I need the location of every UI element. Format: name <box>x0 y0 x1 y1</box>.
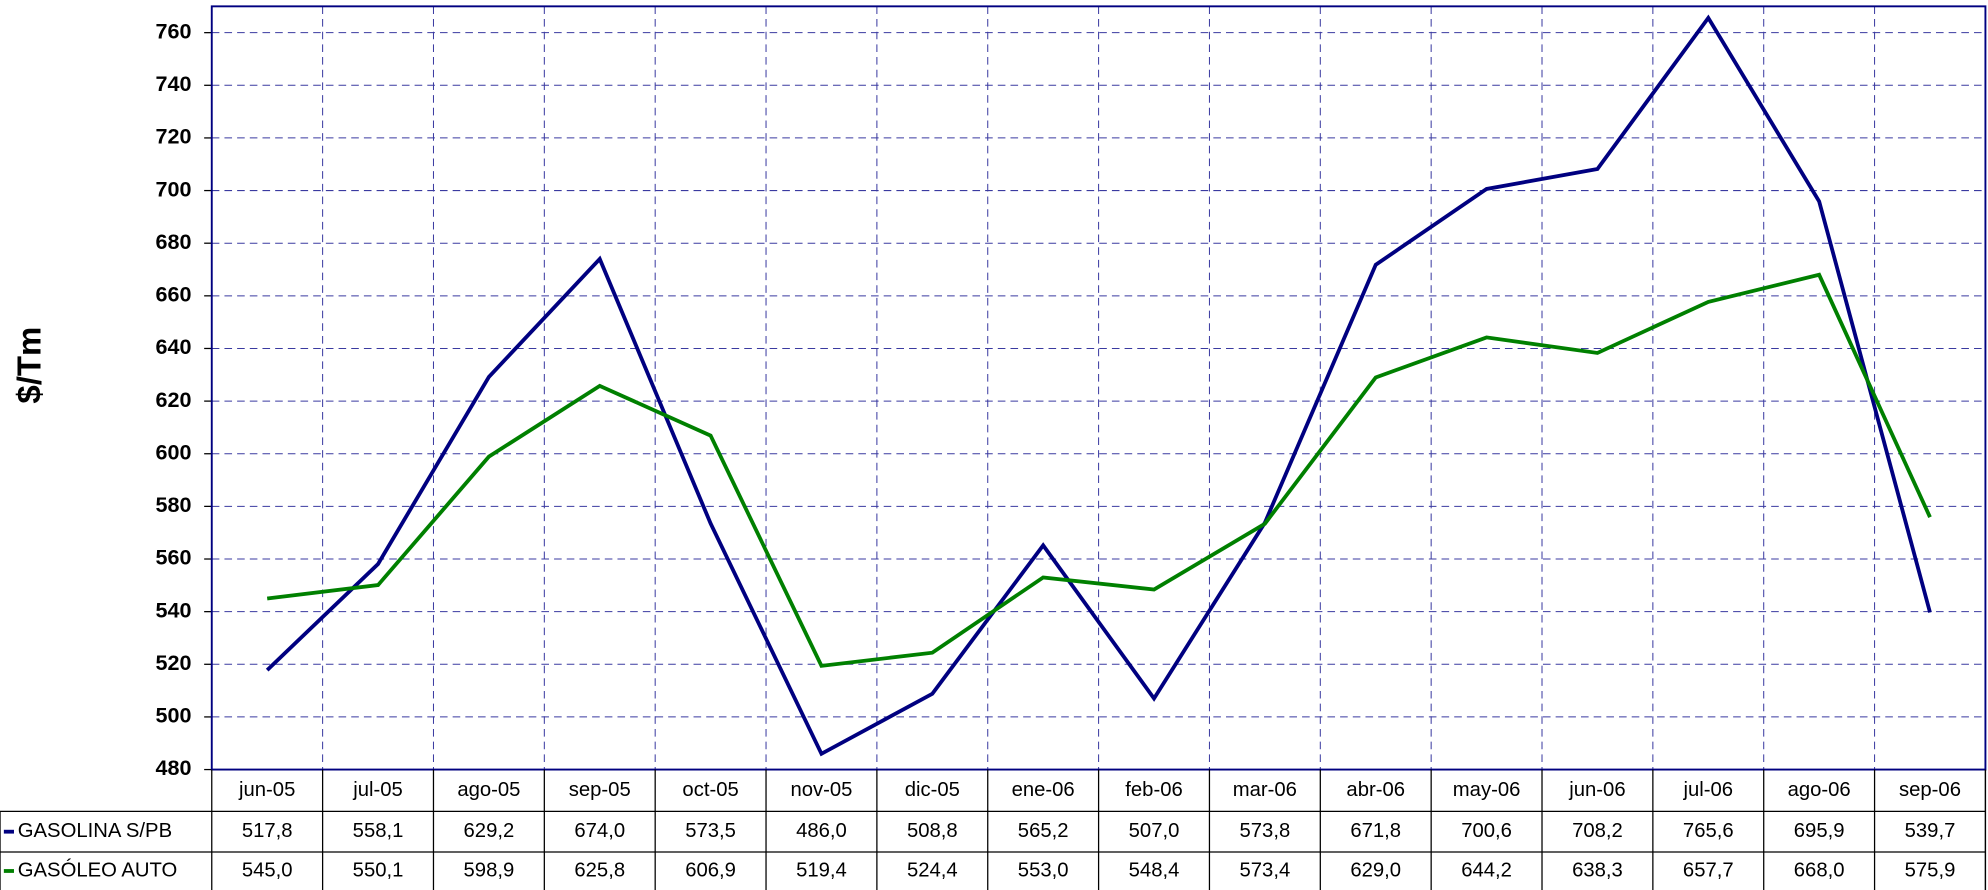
data-table-value: 625,8 <box>574 859 625 881</box>
data-table-value: 545,0 <box>242 859 293 881</box>
y-tick-label: 720 <box>156 124 192 149</box>
data-table-value: 573,4 <box>1240 859 1291 881</box>
y-tick-label: 660 <box>156 282 192 307</box>
data-table-value: 573,5 <box>685 820 736 842</box>
data-table-value: 695,9 <box>1794 820 1845 842</box>
data-table-value: 507,0 <box>1129 820 1180 842</box>
x-tick-label: oct-05 <box>682 779 738 801</box>
y-tick-label: 760 <box>156 18 192 43</box>
data-table-value: 644,2 <box>1461 859 1512 881</box>
y-tick-label: 540 <box>156 597 192 622</box>
data-table-value: 486,0 <box>796 820 847 842</box>
data-table-value: 765,6 <box>1683 820 1734 842</box>
data-table-value: 598,9 <box>464 859 515 881</box>
data-table-value: 565,2 <box>1018 820 1069 842</box>
y-tick-label: 500 <box>156 703 192 728</box>
y-tick-label: 700 <box>156 176 192 201</box>
series-line <box>265 14 1932 757</box>
x-tick-label: sep-05 <box>569 779 631 801</box>
data-table-value: 517,8 <box>242 820 293 842</box>
data-table-value: 539,7 <box>1905 820 1956 842</box>
y-tick-label: 680 <box>156 229 192 254</box>
y-tick-label: 560 <box>156 545 192 570</box>
series-line <box>266 272 1932 668</box>
x-tick-label: may-06 <box>1453 779 1521 801</box>
y-tick-label: 600 <box>156 439 192 464</box>
data-table-value: 548,4 <box>1129 859 1180 881</box>
data-table-value: 519,4 <box>796 859 847 881</box>
data-table-value: 575,9 <box>1905 859 1956 881</box>
y-tick-label: 740 <box>156 71 192 96</box>
data-table-value: 558,1 <box>353 820 404 842</box>
x-tick-label: abr-06 <box>1346 779 1405 801</box>
legend-label: GASÓLEO AUTO <box>18 858 178 881</box>
y-tick-label: 480 <box>156 755 192 780</box>
x-tick-label: ene-06 <box>1012 779 1075 801</box>
y-tick-label: 640 <box>156 334 192 359</box>
data-table-value: 657,7 <box>1683 859 1734 881</box>
x-tick-label: feb-06 <box>1125 779 1182 801</box>
data-table-value: 671,8 <box>1350 820 1401 842</box>
legend-label: GASOLINA S/PB <box>18 820 172 842</box>
x-tick-label: jul-06 <box>1683 779 1734 801</box>
x-tick-label: jun-05 <box>238 779 295 801</box>
x-tick-label: ago-06 <box>1788 779 1851 801</box>
x-tick-label: jun-06 <box>1568 779 1625 801</box>
data-table-value: 524,4 <box>907 859 958 881</box>
data-table-value: 638,3 <box>1572 859 1623 881</box>
data-table-value: 674,0 <box>574 820 625 842</box>
y-axis-label: $/Tm <box>10 327 47 404</box>
y-tick-label: 580 <box>156 492 192 517</box>
y-tick-label: 520 <box>156 650 192 675</box>
data-table-value: 668,0 <box>1794 859 1845 881</box>
x-tick-label: sep-06 <box>1899 779 1961 801</box>
data-table-value: 553,0 <box>1018 859 1069 881</box>
y-tick-label: 620 <box>156 387 192 412</box>
data-table-value: 550,1 <box>353 859 404 881</box>
x-tick-label: mar-06 <box>1233 779 1297 801</box>
data-table-value: 708,2 <box>1572 820 1623 842</box>
data-table-value: 573,8 <box>1240 820 1291 842</box>
x-tick-label: dic-05 <box>905 779 960 801</box>
data-table-value: 606,9 <box>685 859 736 881</box>
data-table-value: 629,0 <box>1350 859 1401 881</box>
data-table-value: 508,8 <box>907 820 958 842</box>
x-tick-label: ago-05 <box>457 779 520 801</box>
data-table-value: 629,2 <box>464 820 515 842</box>
data-table-value: 700,6 <box>1461 820 1512 842</box>
x-tick-label: nov-05 <box>790 779 852 801</box>
x-tick-label: jul-05 <box>352 779 403 801</box>
